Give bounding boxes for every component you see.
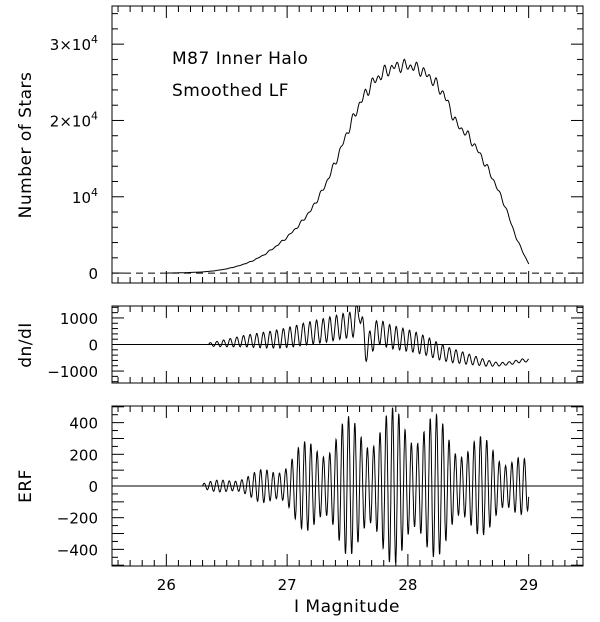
y-tick-label: 200 [69, 446, 98, 464]
y-tick-label: −400 [57, 541, 98, 559]
lf-y-axis-label: Number of Stars [16, 72, 36, 219]
erf-panel: −400 −200 0 200 400 26 27 28 29 ERF I Magnitude [16, 405, 584, 617]
y-tick-label: 3×104 [50, 33, 98, 54]
erf-y-tick-labels: −400 −200 0 200 400 [57, 415, 98, 560]
x-tick-labels: 26 27 28 29 [157, 576, 538, 594]
lf-annotation-subtitle: Smoothed LF [172, 81, 289, 101]
y-tick-label: 2×104 [50, 109, 98, 130]
y-tick-label: 0 [88, 478, 98, 496]
y-tick-label: 104 [72, 186, 98, 207]
dndi-panel: −1000 0 1000 dn/dI [16, 305, 584, 384]
lf-series-line [166, 58, 530, 274]
lf-plot-frame [111, 5, 584, 284]
x-tick-label: 28 [398, 576, 417, 594]
y-tick-label: 0 [88, 337, 98, 355]
lf-ticks [112, 6, 583, 283]
x-axis-label: I Magnitude [294, 597, 400, 617]
x-tick-label: 27 [278, 576, 297, 594]
luminosity-function-panel: 0 104 2×104 3×104 M87 Inner Halo Smoothed L… [16, 5, 584, 284]
y-tick-label: 1000 [60, 310, 98, 328]
erf-series-line [202, 407, 530, 564]
dndi-y-tick-labels: −1000 0 1000 [47, 310, 98, 381]
erf-y-axis-label: ERF [16, 469, 36, 503]
y-tick-label: 0 [88, 265, 98, 283]
x-tick-label: 26 [157, 576, 176, 594]
dndi-ticks [112, 306, 583, 383]
erf-ticks [112, 406, 583, 566]
y-tick-label: −200 [57, 510, 98, 528]
y-tick-label: 400 [69, 415, 98, 433]
dndi-series-line [208, 305, 530, 367]
lf-annotation-title: M87 Inner Halo [172, 49, 308, 69]
y-tick-label: −1000 [47, 363, 98, 381]
x-tick-label: 29 [519, 576, 538, 594]
lf-y-tick-labels: 0 104 2×104 3×104 [50, 33, 98, 283]
dndi-y-axis-label: dn/dI [16, 322, 36, 368]
